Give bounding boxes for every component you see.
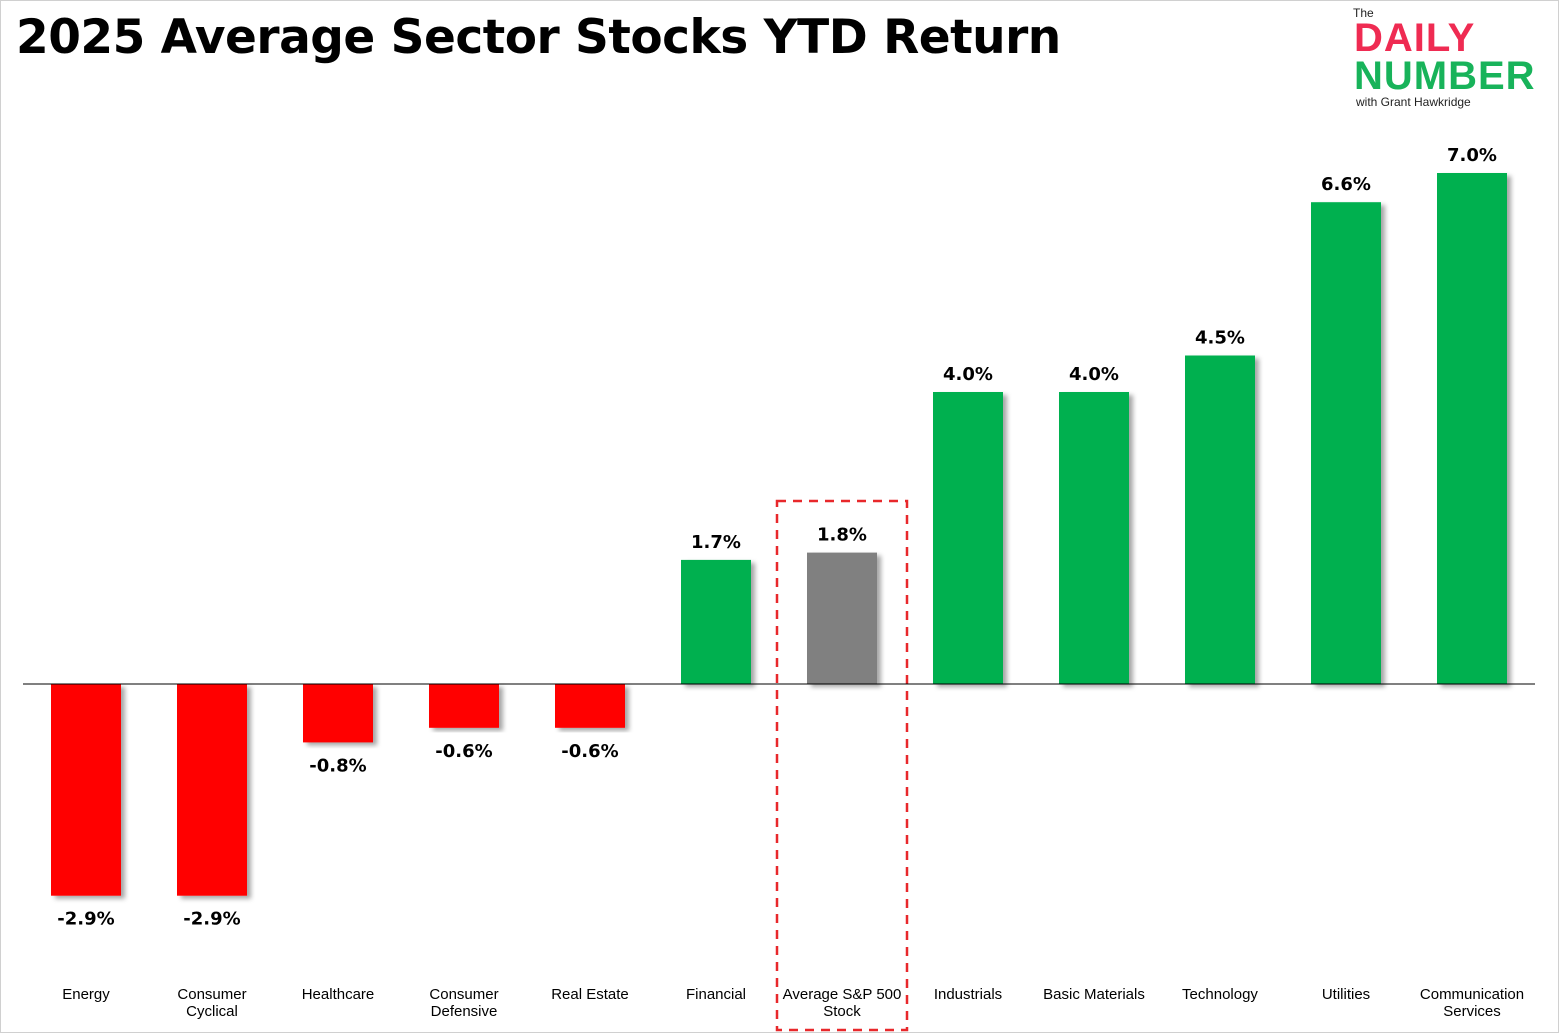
logo-the-text: The [1353,6,1374,20]
category-label: Industrials [934,986,1002,1003]
bar-communication-services [1437,173,1507,684]
value-label: 1.8% [817,525,867,546]
bar-energy [51,684,121,896]
category-label: Financial [686,986,746,1003]
category-label: Communication [1420,986,1524,1003]
value-label: 6.6% [1321,174,1371,195]
value-label: 7.0% [1447,145,1497,166]
category-label: Utilities [1322,986,1370,1003]
logo-byline-text: with Grant Hawkridge [1356,95,1471,109]
category-label: Real Estate [551,986,629,1003]
bar-consumer-defensive [429,684,499,728]
category-label: Consumer [177,986,246,1003]
category-label: Stock [823,1003,861,1020]
chart-title: 2025 Average Sector Stocks YTD Return [16,10,1061,65]
category-label: Defensive [431,1003,498,1020]
value-label: -2.9% [57,909,114,930]
bar-basic-materials [1059,392,1129,684]
value-label: 4.5% [1195,328,1245,349]
daily-number-logo: The DAILY NUMBER with Grant Hawkridge [1352,4,1557,110]
value-label: -0.6% [435,741,492,762]
category-label: Cyclical [186,1003,238,1020]
bar-technology [1185,355,1255,684]
bar-consumer-cyclical [177,684,247,896]
category-label: Basic Materials [1043,986,1145,1003]
value-label: -0.6% [561,741,618,762]
category-label: Consumer [429,986,498,1003]
logo-daily-text: DAILY [1354,16,1476,60]
bar-industrials [933,392,1003,684]
bar-average-s-p-500-stock [807,552,877,684]
bar-financial [681,559,751,684]
value-label: -0.8% [309,755,366,776]
bar-healthcare [303,684,373,743]
category-label: Healthcare [302,986,375,1003]
bar-real-estate [555,684,625,728]
benchmark-highlight-box [775,499,909,1032]
value-label: 4.0% [943,364,993,385]
category-label: Average S&P 500 [783,986,902,1003]
category-label: Services [1443,1003,1501,1020]
logo-number-text: NUMBER [1354,54,1536,98]
value-label: -2.9% [183,909,240,930]
bar-utilities [1311,202,1381,684]
category-label: Technology [1182,986,1258,1003]
value-label: 4.0% [1069,364,1119,385]
value-label: 1.7% [691,532,741,553]
category-label: Energy [62,986,110,1003]
